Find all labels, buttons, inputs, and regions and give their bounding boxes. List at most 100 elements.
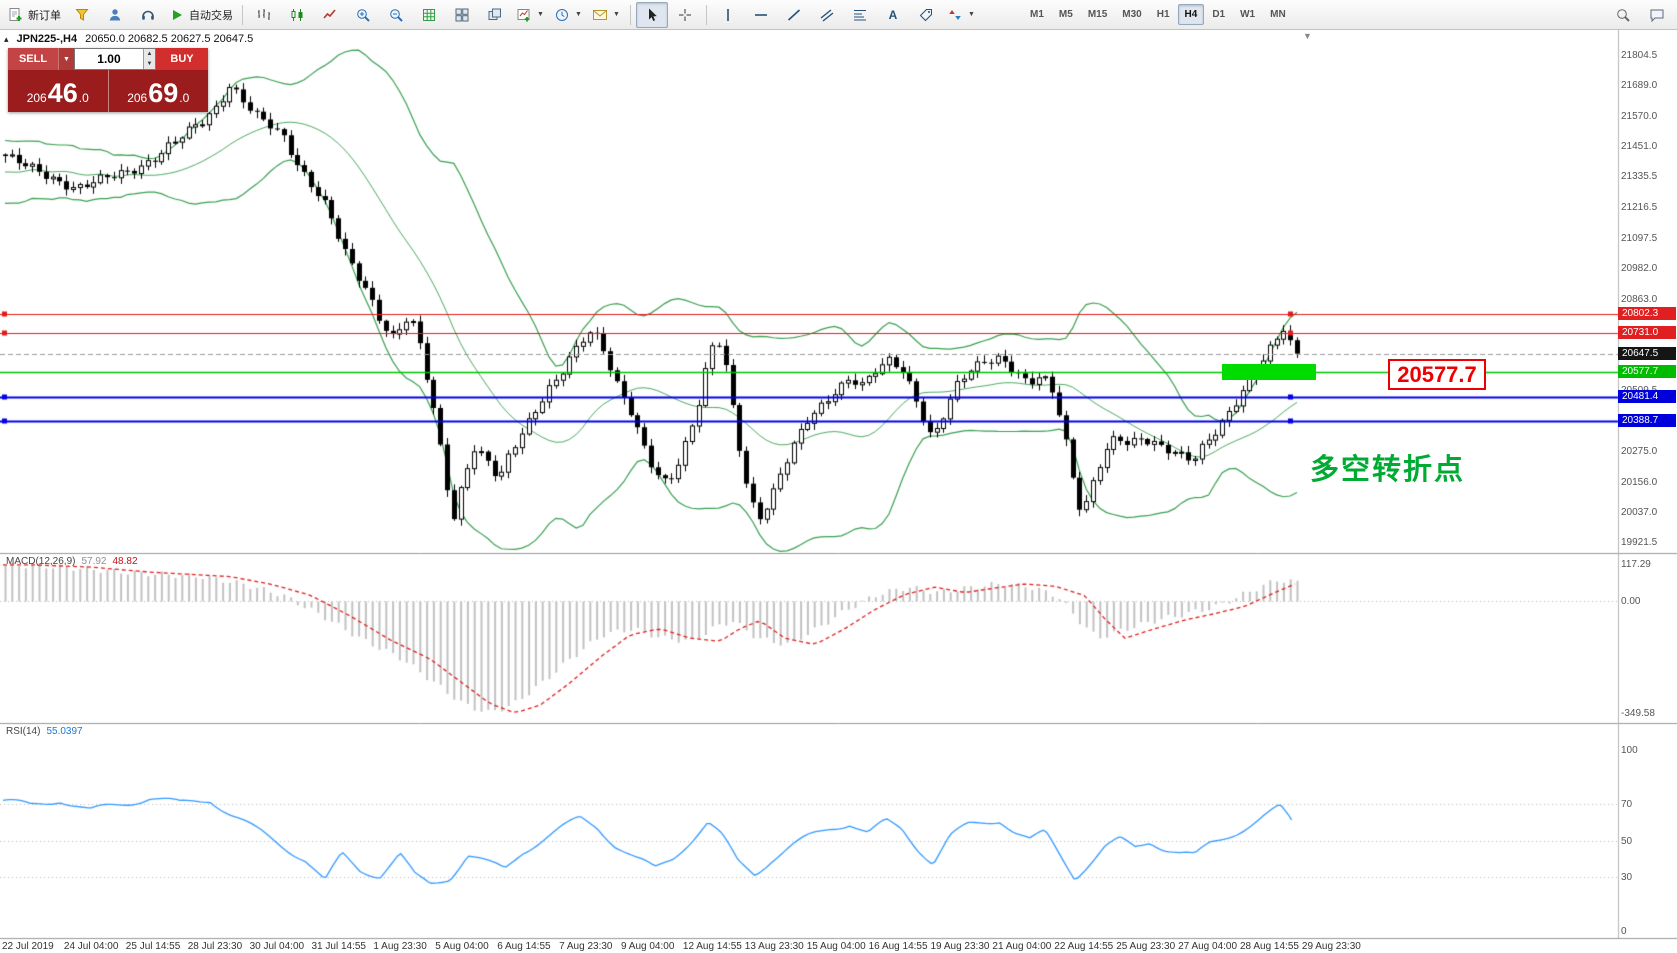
buy-price-prefix: 206 [127,91,148,105]
envelope-icon [593,9,607,20]
label-tool-button[interactable] [910,2,942,28]
price-axis-label: 20156.0 [1621,476,1658,488]
timeframe-h4[interactable]: H4 [1177,4,1205,25]
rsi-value: 55.0397 [46,726,83,737]
one-click-toggle-icon[interactable]: ▴ [4,33,9,44]
period-button[interactable]: ▼ [550,2,587,28]
price-badge-resistance-2: 20731.0 [1618,325,1676,339]
volume-up-button[interactable]: ▲ [143,49,155,59]
cursor-tool-button[interactable] [636,1,668,28]
symbol-info: ▴ JPN225-,H4 20650.0 20682.5 20627.5 206… [4,33,253,45]
time-axis-label: 9 Aug 04:00 [621,941,675,952]
price-axis-label: 20982.0 [1621,262,1658,274]
macd-axis-label: -349.58 [1621,708,1655,720]
tag-icon [919,8,932,21]
toolbar-separator [706,4,707,25]
one-click-trading-panel: SELL ▼ ▲ ▼ BUY 206 46 .0 206 [8,48,208,112]
time-axis-label: 12 Aug 14:55 [682,941,742,952]
volume-input[interactable] [75,49,143,69]
text-tool-button[interactable]: A [877,2,909,28]
price-axis-label: 21804.5 [1621,49,1658,61]
play-icon [173,9,182,20]
sell-price-button[interactable]: 206 46 .0 [8,70,109,112]
arrows-tool-button[interactable]: ▼ [943,2,980,28]
line-chart-button[interactable] [314,2,346,28]
time-axis-label: 16 Aug 14:55 [868,941,928,952]
turning-zone-rect[interactable] [1222,364,1316,380]
bar-chart-button[interactable] [248,2,280,28]
buy-button[interactable]: BUY [156,48,208,70]
price-axis-label: 19921.5 [1621,537,1658,549]
time-axis-label: 28 Jul 23:30 [187,941,243,952]
templates-button[interactable]: ▼ [588,2,625,28]
zoom-out-button[interactable] [380,2,412,28]
price-badge-support-blue-1: 20481.4 [1618,390,1676,404]
crosshair-tool-button[interactable] [669,2,701,28]
search-button[interactable] [1607,2,1639,28]
period-caret-icon: ▼ [575,11,582,18]
sell-dropdown-caret-icon[interactable]: ▼ [58,48,74,70]
vertical-line-tool-button[interactable] [712,2,744,28]
volume-box: ▲ ▼ [74,48,156,70]
timeframe-m5[interactable]: M5 [1058,9,1073,20]
buy-price-suffix: .0 [179,91,190,105]
timeframe-m30[interactable]: M30 [1122,9,1142,20]
profile-button[interactable] [99,2,131,28]
horizontal-line-tool-button[interactable] [745,2,777,28]
sell-button[interactable]: SELL [8,48,58,70]
trendline-tool-button[interactable] [778,2,810,28]
time-axis-label: 15 Aug 04:00 [806,941,866,952]
timeframe-m15[interactable]: M15 [1087,9,1108,20]
tile-windows-button[interactable] [446,2,478,28]
cascade-windows-button[interactable] [479,2,511,28]
support-button[interactable] [132,2,164,28]
timeframe-h1[interactable]: H1 [1156,9,1170,20]
new-order-button[interactable]: 新订单 [4,2,65,28]
price-badge-resistance-1: 20802.3 [1618,307,1676,321]
volume-down-button[interactable]: ▼ [143,59,155,69]
toolbar-separator [242,4,243,25]
timeframe-m1[interactable]: M1 [1030,9,1044,20]
macd-pane-label: MACD(12,26,9) 57.92 48.82 [6,556,138,567]
timeframe-d1[interactable]: D1 [1212,9,1226,20]
fibonacci-tool-button[interactable] [844,2,876,28]
time-axis-label: 25 Aug 23:30 [1116,941,1176,952]
price-badge-support-blue-2: 20388.7 [1618,414,1676,428]
rsi-axis-label: 50 [1621,835,1633,847]
time-axis-label: 21 Aug 04:00 [992,941,1052,952]
grid-button[interactable] [413,2,445,28]
chart-shift-marker[interactable]: ▼ [1303,31,1312,41]
chart-canvas[interactable] [0,30,1677,953]
symbol-name: JPN225-,H4 [16,33,78,45]
macd-signal-value: 48.82 [112,556,138,567]
ohlc-bars-icon [258,8,270,20]
rsi-axis-label: 30 [1621,871,1633,883]
chat-button[interactable] [1641,2,1673,28]
channel-icon [820,8,834,22]
candlestick-icon [291,8,303,21]
new-chart-button[interactable]: ▼ [512,2,549,28]
timeframe-w1[interactable]: W1 [1240,9,1256,20]
price-axis-label: 21570.0 [1621,110,1658,122]
time-axis-label: 7 Aug 23:30 [559,941,613,952]
candlestick-chart-button[interactable] [281,2,313,28]
svg-text:A: A [889,8,898,22]
rsi-axis-label: 100 [1621,745,1638,756]
templates-caret-icon: ▼ [613,11,620,18]
timeframe-group: M1 M5 M15 M30 H1 H4 D1 W1 MN [1023,4,1293,25]
buy-price-button[interactable]: 206 69 .0 [109,70,209,112]
horizontal-line-icon [755,13,767,16]
price-callout-box[interactable]: 20577.7 [1388,359,1486,390]
channel-tool-button[interactable] [811,2,843,28]
time-axis-label: 5 Aug 04:00 [435,941,489,952]
zoom-in-button[interactable] [347,2,379,28]
new-order-icon [9,7,22,21]
timeframe-mn[interactable]: MN [1270,9,1286,20]
autotrading-button[interactable]: 自动交易 [165,2,237,28]
price-axis-label: 21451.0 [1621,141,1658,153]
headset-icon [142,10,154,20]
filter-button[interactable] [66,2,98,28]
turning-point-text[interactable]: 多空转折点 [1310,454,1466,486]
new-order-label: 新订单 [28,9,61,22]
